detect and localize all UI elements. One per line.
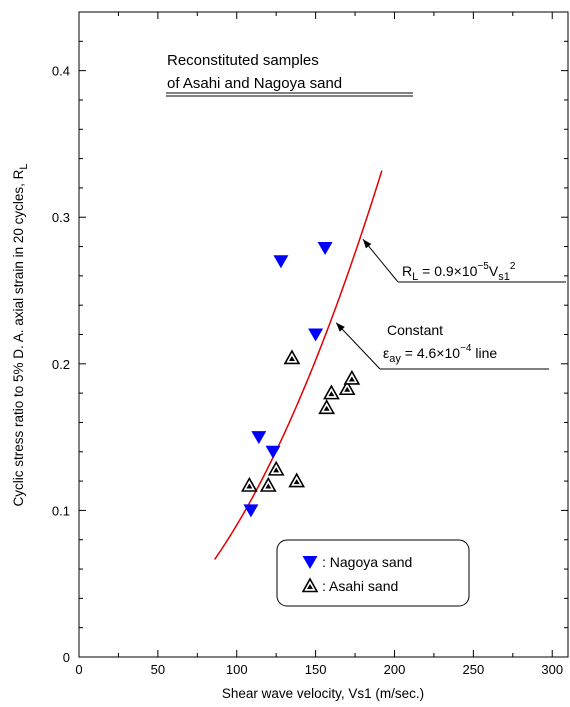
x-tick-label: 300 [541,662,563,677]
y-tick-label: 0.1 [52,503,70,518]
legend-box [276,539,470,607]
y-tick-label: 0.4 [52,64,70,79]
legend-marker-asahi [301,577,319,593]
legend-label-nagoya: : Nagoya sand [322,554,412,570]
y-tick-label: 0.2 [52,357,70,372]
nagoya-point [243,504,259,518]
legend-asahi-symbol [301,577,319,593]
asahi-point [240,476,258,492]
constant-leader [335,322,381,370]
nagoya-point [265,445,281,459]
asahi-point [318,399,336,415]
asahi-point [323,384,340,400]
nagoya-point [251,431,267,445]
legend: : Nagoya sand : Asahi sand [276,539,470,607]
constant-arrowhead [336,322,345,332]
legend-marker-nagoya [302,556,318,569]
asahi-point [283,349,301,365]
asahi-point [259,476,277,492]
x-tick-label: 250 [463,662,485,677]
asahi-point [343,369,361,385]
legend-nagoya-symbol [302,556,318,569]
fit-curve [214,170,383,560]
x-tick-label: 200 [384,662,406,677]
x-axis-title: Shear wave velocity, Vs1 (m/sec.) [222,686,424,701]
y-tick-label: 0 [63,650,70,665]
chart-title-line2: of Asahi and Nagoya sand [167,75,342,92]
y-axis-title: Cyclic stress ratio to 5% D. A. axial st… [11,164,30,507]
asahi-point [267,460,285,476]
nagoya-point [317,242,333,256]
asahi-point [338,380,356,396]
x-ticks: 0 50 100 150 200 250 300 [75,12,563,677]
chart-title-line1: Reconstituted samples [167,52,319,69]
y-axis-title-main: Cyclic stress ratio to 5% D. A. axial st… [11,169,26,506]
markers [240,242,361,518]
asahi-point [288,472,306,488]
nagoya-point [273,255,289,269]
formula-arrowhead [362,239,372,249]
formula-leader [362,238,399,283]
constant-annotation-line1: Constant [387,322,443,338]
y-tick-label: 0.3 [52,210,70,225]
y-axis-title-sub: L [18,164,30,170]
x-tick-label: 0 [75,662,82,677]
constant-annotation-line2: εay = 4.6×10−4 line [383,343,497,365]
legend-label-asahi: : Asahi sand [322,578,398,594]
x-tick-label: 150 [305,662,327,677]
x-tick-label: 100 [226,662,248,677]
y-ticks: 0 0.1 0.2 0.3 0.4 [52,11,568,665]
formula-annotation: RL = 0.9×10−5Vs12 [402,261,516,283]
nagoya-point [308,328,324,342]
x-tick-label: 50 [151,662,165,677]
